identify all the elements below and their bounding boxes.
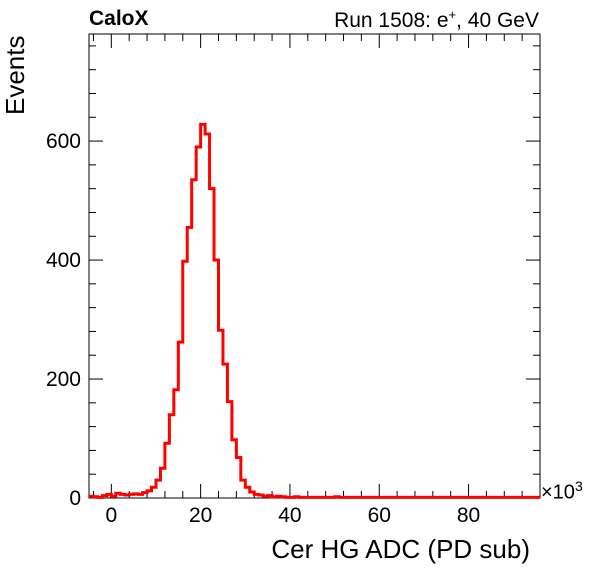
- x-tick-label: 40: [278, 504, 301, 527]
- y-tick-label: 0: [69, 487, 81, 510]
- plot-frame: [88, 33, 541, 499]
- x-multiplier-prefix: ×10: [541, 481, 575, 504]
- x-tick-label: 20: [189, 504, 212, 527]
- axis-ticks: [89, 34, 541, 499]
- x-axis-multiplier: ×103: [541, 479, 583, 503]
- experiment-title: CaloX: [89, 7, 149, 30]
- x-tick-label: 60: [368, 504, 391, 527]
- run-title-prefix: Run 1508: e: [334, 9, 449, 32]
- x-axis-label: Cer HG ADC (PD sub): [271, 534, 530, 564]
- y-tick-label: 400: [46, 249, 81, 272]
- axis-tick-labels: 0 20 40 60 80 0 200 400 600: [46, 130, 480, 527]
- y-tick-label: 600: [46, 130, 81, 153]
- run-title: Run 1508: e+, 40 GeV: [334, 8, 539, 31]
- x-tick-label: 80: [457, 504, 480, 527]
- y-axis-label: Events: [0, 35, 30, 116]
- histogram-line: [89, 122, 540, 499]
- x-multiplier-exp: 3: [574, 478, 583, 494]
- y-tick-label: 200: [46, 368, 81, 391]
- run-title-sup: +: [448, 7, 457, 22]
- run-title-suffix: , 40 GeV: [456, 9, 539, 32]
- x-tick-label: 0: [105, 504, 117, 527]
